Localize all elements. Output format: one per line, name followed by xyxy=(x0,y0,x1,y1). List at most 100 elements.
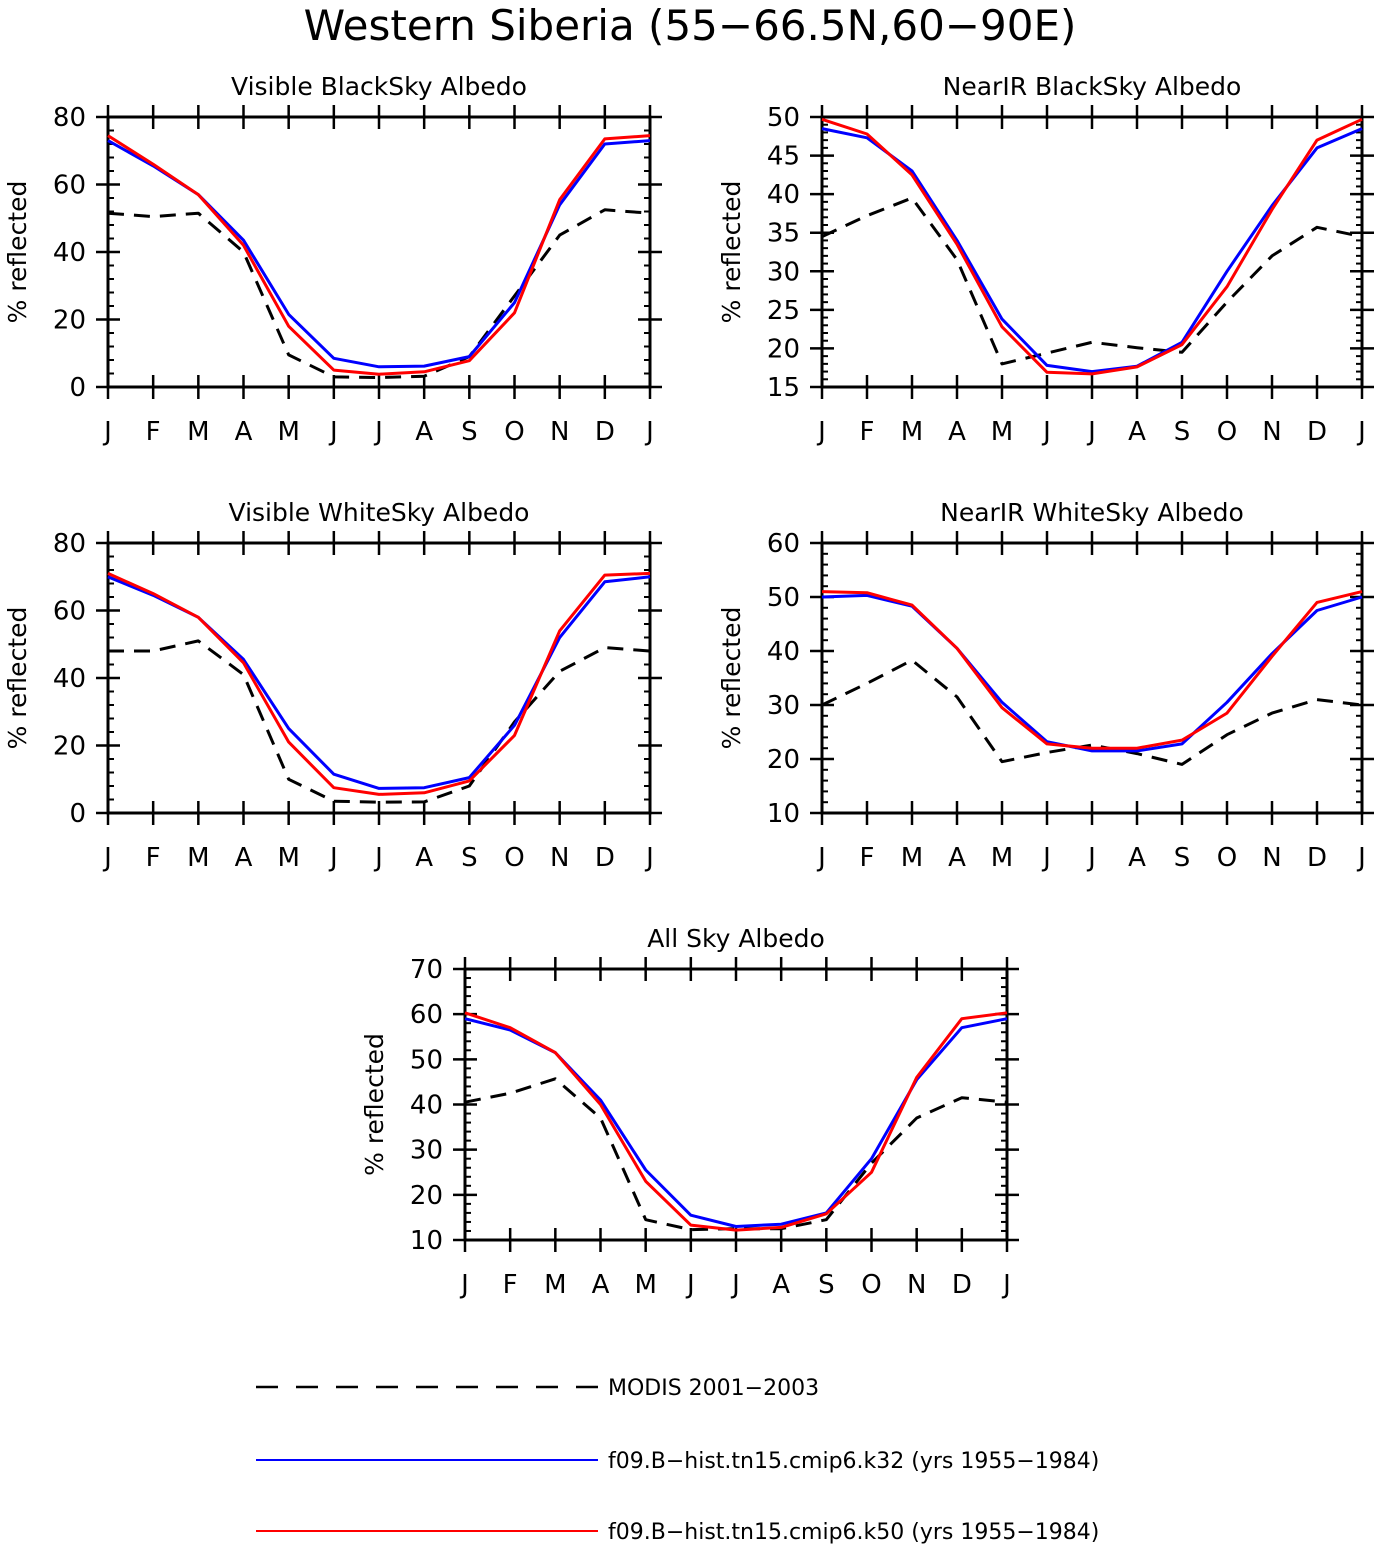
x-tick-label: M xyxy=(187,843,209,873)
x-tick-label: A xyxy=(772,1270,790,1300)
chart-panel: NearIR BlackSky Albedo % reflected 15 20 25 3… xyxy=(717,72,1374,447)
y-tick-label: 20 xyxy=(53,306,86,336)
y-tick-label: 15 xyxy=(767,373,800,403)
x-tick-label: S xyxy=(818,1270,835,1300)
panel-title: All Sky Albedo xyxy=(647,924,825,953)
x-tick-label: J xyxy=(816,417,826,447)
y-tick-label: 30 xyxy=(767,257,800,287)
x-tick-label: D xyxy=(952,1270,972,1300)
y-tick-label: 60 xyxy=(53,171,86,201)
x-tick-label: F xyxy=(860,417,875,447)
y-tick-label: 10 xyxy=(767,799,800,829)
y-axis-label: % reflected xyxy=(717,607,746,750)
legend-item: MODIS 2001−2003 xyxy=(256,1376,819,1401)
x-tick-label: F xyxy=(860,843,875,873)
y-tick-label: 40 xyxy=(767,180,800,210)
y-tick-label: 60 xyxy=(767,529,800,559)
x-tick-label: J xyxy=(373,417,383,447)
y-tick-label: 30 xyxy=(767,691,800,721)
y-tick-label: 60 xyxy=(53,597,86,627)
legend-label: f09.B−hist.tn15.cmip6.k50 (yrs 1955−1984… xyxy=(608,1520,1099,1545)
x-tick-label: N xyxy=(907,1270,926,1300)
series-line-modis xyxy=(821,196,1363,366)
series-line-modis xyxy=(108,639,651,804)
y-tick-label: 50 xyxy=(410,1045,443,1075)
series-line-k50 xyxy=(107,134,651,376)
x-tick-label: M xyxy=(901,417,923,447)
y-axis-label: % reflected xyxy=(3,607,32,750)
plot-frame xyxy=(106,541,652,815)
y-tick-label: 80 xyxy=(53,529,86,559)
x-tick-label: N xyxy=(550,417,569,447)
panel-title: Visible BlackSky Albedo xyxy=(231,72,527,101)
chart-panels: Visible BlackSky Albedo % reflected 0 20 40 6… xyxy=(3,72,1374,1300)
series-line-modis xyxy=(821,658,1363,766)
panel-title: Visible WhiteSky Albedo xyxy=(229,498,530,527)
y-axis-label: % reflected xyxy=(3,181,32,324)
series-line-k50 xyxy=(464,1011,1008,1232)
x-tick-label: J xyxy=(1086,417,1096,447)
y-tick-label: 60 xyxy=(410,1000,443,1030)
y-tick-label: 70 xyxy=(410,955,443,985)
x-tick-label: J xyxy=(1041,417,1051,447)
x-tick-label: F xyxy=(146,417,161,447)
y-tick-label: 40 xyxy=(53,238,86,268)
x-tick-label: M xyxy=(901,843,923,873)
y-tick-label: 20 xyxy=(767,745,800,775)
chart-panel: Visible WhiteSky Albedo % reflected 0 20 40 6… xyxy=(3,498,662,873)
series-line-k32 xyxy=(107,575,651,790)
x-tick-label: O xyxy=(504,843,524,873)
x-tick-label: A xyxy=(592,1270,610,1300)
x-tick-label: J xyxy=(102,843,112,873)
y-tick-label: 40 xyxy=(767,637,800,667)
x-tick-label: J xyxy=(1356,417,1366,447)
x-tick-label: J xyxy=(816,843,826,873)
x-tick-label: A xyxy=(235,417,253,447)
x-tick-label: J xyxy=(328,843,338,873)
x-tick-label: O xyxy=(861,1270,881,1300)
x-tick-label: N xyxy=(1262,843,1281,873)
figure-title: Western Siberia (55−66.5N,60−90E) xyxy=(304,1,1077,50)
x-tick-label: J xyxy=(1086,843,1096,873)
series-line-modis xyxy=(107,208,651,380)
x-tick-label: D xyxy=(1307,843,1327,873)
chart-panel: Visible BlackSky Albedo % reflected 0 20 40 6… xyxy=(3,72,662,447)
x-tick-label: J xyxy=(328,417,338,447)
x-tick-label: A xyxy=(415,417,433,447)
x-tick-label: O xyxy=(1217,417,1237,447)
x-tick-label: D xyxy=(1307,417,1327,447)
x-tick-label: S xyxy=(461,843,478,873)
y-tick-label: 20 xyxy=(410,1181,443,1211)
x-tick-label: A xyxy=(415,843,433,873)
x-tick-label: M xyxy=(634,1270,656,1300)
x-tick-label: J xyxy=(1356,843,1366,873)
x-tick-label: O xyxy=(504,417,524,447)
x-tick-label: N xyxy=(1262,417,1281,447)
x-tick-label: M xyxy=(544,1270,566,1300)
y-axis-label: % reflected xyxy=(360,1033,389,1176)
x-tick-label: J xyxy=(102,417,112,447)
plot-frame xyxy=(463,967,1009,1242)
x-tick-label: M xyxy=(187,417,209,447)
plot-frame xyxy=(820,115,1364,389)
x-tick-label: J xyxy=(1001,1270,1011,1300)
y-tick-label: 20 xyxy=(53,732,86,762)
y-tick-label: 80 xyxy=(53,103,86,133)
x-tick-label: J xyxy=(1041,843,1051,873)
x-tick-label: M xyxy=(277,843,299,873)
x-tick-label: J xyxy=(373,843,383,873)
series-line-k50 xyxy=(821,590,1363,750)
x-tick-label: A xyxy=(235,843,253,873)
legend-item: f09.B−hist.tn15.cmip6.k32 (yrs 1955−1984… xyxy=(256,1449,1099,1474)
x-tick-label: D xyxy=(595,417,615,447)
x-tick-label: S xyxy=(461,417,478,447)
x-tick-label: J xyxy=(644,417,654,447)
x-tick-label: A xyxy=(1128,417,1146,447)
y-tick-label: 40 xyxy=(410,1091,443,1121)
chart-panel: NearIR WhiteSky Albedo % reflected 10 20 30 4… xyxy=(717,498,1374,873)
panel-title: NearIR BlackSky Albedo xyxy=(943,72,1242,101)
x-tick-label: A xyxy=(948,417,966,447)
x-tick-label: M xyxy=(991,417,1013,447)
x-tick-label: J xyxy=(730,1270,740,1300)
